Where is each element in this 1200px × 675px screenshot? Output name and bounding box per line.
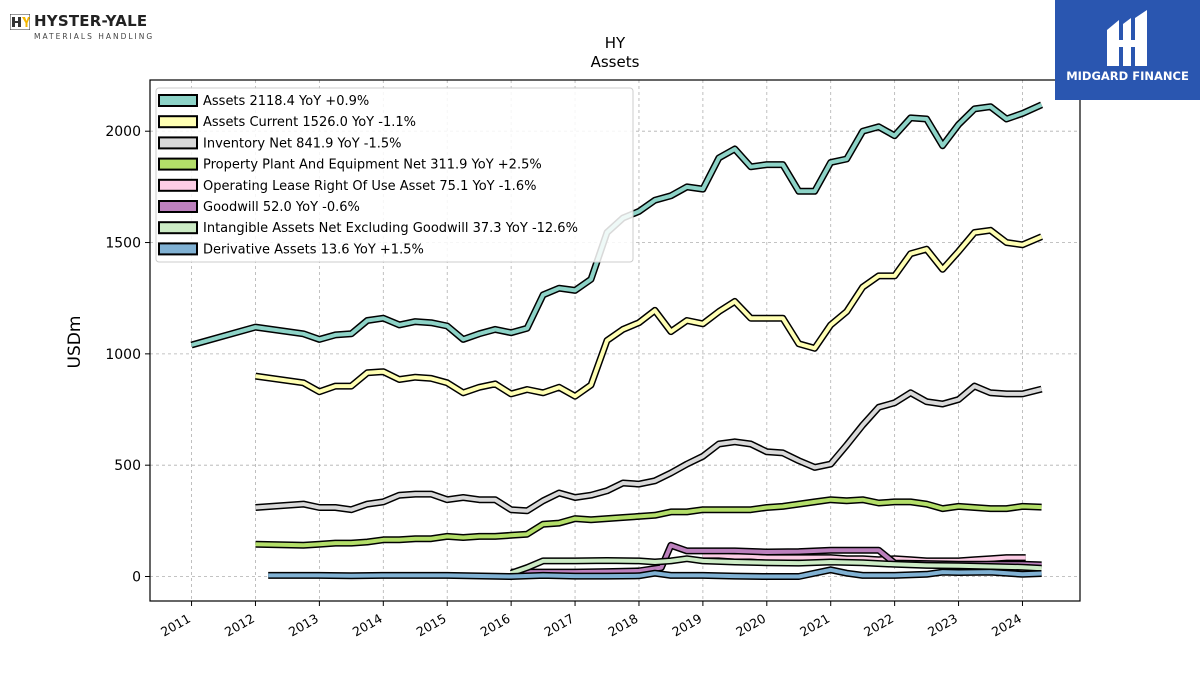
series-line-outline (255, 382, 1043, 515)
legend-item: Operating Lease Right Of Use Asset 75.1 … (158, 178, 536, 194)
x-tick-label: 2018 (605, 611, 640, 640)
x-tick-label: 2024 (989, 611, 1024, 640)
legend-swatch (158, 221, 198, 235)
x-tick-label: 2015 (414, 611, 449, 640)
legend-item: Inventory Net 841.9 YoY -1.5% (158, 136, 402, 151)
legend: Assets 2118.4 YoY +0.9% Assets Current 15… (155, 87, 634, 263)
x-tick-label: 2017 (542, 611, 577, 640)
series-line (510, 556, 1042, 576)
y-tick-label: 0 (132, 570, 141, 586)
legend-box (155, 87, 634, 263)
series-property-plant-and-equipment-net (255, 496, 1042, 549)
series-intangible-assets-net-excluding-goodwill (509, 555, 1042, 577)
y-axis-label: USDm (65, 316, 85, 369)
legend-item: Assets 2118.4 YoY +0.9% (158, 94, 369, 109)
hy-logo-icon (10, 14, 30, 30)
chart-subtitle: Assets (591, 53, 640, 71)
midgard-logo-icon (1107, 10, 1147, 66)
x-tick-label: 2021 (797, 611, 832, 640)
legend-swatch (158, 242, 198, 256)
legend-label: Operating Lease Right Of Use Asset 75.1 … (203, 179, 536, 194)
x-tick-label: 2020 (733, 611, 768, 640)
legend-item: Assets Current 1526.0 YoY -1.1% (158, 115, 416, 130)
legend-label: Inventory Net 841.9 YoY -1.5% (203, 136, 402, 151)
y-tick-label: 500 (114, 458, 141, 474)
company-name: HYSTER-YALE (34, 12, 148, 30)
company-subtitle: MATERIALS HANDLING (34, 32, 155, 41)
series-derivative-assets (268, 566, 1042, 580)
series-line (255, 384, 1043, 513)
series-assets (190, 101, 1044, 349)
x-tick-label: 2014 (350, 611, 385, 640)
company-logo: HYSTER-YALE MATERIALS HANDLING (10, 12, 160, 46)
series-layer (190, 101, 1044, 580)
x-tick-label: 2012 (222, 611, 257, 640)
legend-label: Derivative Assets 13.6 YoY +1.5% (203, 242, 424, 257)
series-line (702, 553, 1026, 563)
legend-swatch (158, 200, 198, 213)
legend-item: Property Plant And Equipment Net 311.9 Y… (158, 157, 542, 173)
x-tick-label: 2019 (669, 611, 704, 640)
legend-swatch (158, 136, 198, 150)
series-line (268, 567, 1042, 579)
y-tick-label: 1500 (105, 236, 141, 252)
series-inventory-net (255, 382, 1043, 515)
legend-swatch (158, 94, 198, 107)
partner-logo: MIDGARD FINANCE (1055, 0, 1200, 100)
x-tick-label: 2016 (478, 611, 513, 640)
x-tick-label: 2013 (286, 611, 321, 640)
x-tick-label: 2022 (861, 611, 896, 640)
legend-swatch (158, 178, 198, 192)
y-tick-label: 2000 (105, 124, 141, 140)
legend-label: Intangible Assets Net Excluding Goodwill… (203, 221, 578, 236)
legend-label: Goodwill 52.0 YoY -0.6% (203, 200, 360, 215)
plot-frame (149, 79, 1081, 602)
legend-item: Goodwill 52.0 YoY -0.6% (158, 200, 360, 215)
legend-label: Assets Current 1526.0 YoY -1.1% (203, 115, 416, 130)
legend-item: Intangible Assets Net Excluding Goodwill… (158, 221, 578, 236)
series-line (255, 228, 1043, 399)
legend-swatch (158, 157, 198, 171)
series-operating-lease-right-of-use-asset (702, 551, 1026, 565)
series-line (255, 497, 1042, 548)
y-tick-label: 1000 (105, 347, 141, 363)
chart-title: HY (605, 34, 626, 52)
series-line (190, 102, 1043, 347)
legend-label: Property Plant And Equipment Net 311.9 Y… (203, 158, 542, 173)
x-tick-label: 2011 (158, 611, 193, 640)
series-assets-current (255, 226, 1043, 400)
legend-swatch (158, 115, 198, 129)
legend-label: Assets 2118.4 YoY +0.9% (203, 94, 369, 109)
x-tick-label: 2023 (925, 611, 960, 640)
partner-name: MIDGARD FINANCE (1066, 69, 1189, 83)
legend-item: Derivative Assets 13.6 YoY +1.5% (158, 242, 424, 257)
